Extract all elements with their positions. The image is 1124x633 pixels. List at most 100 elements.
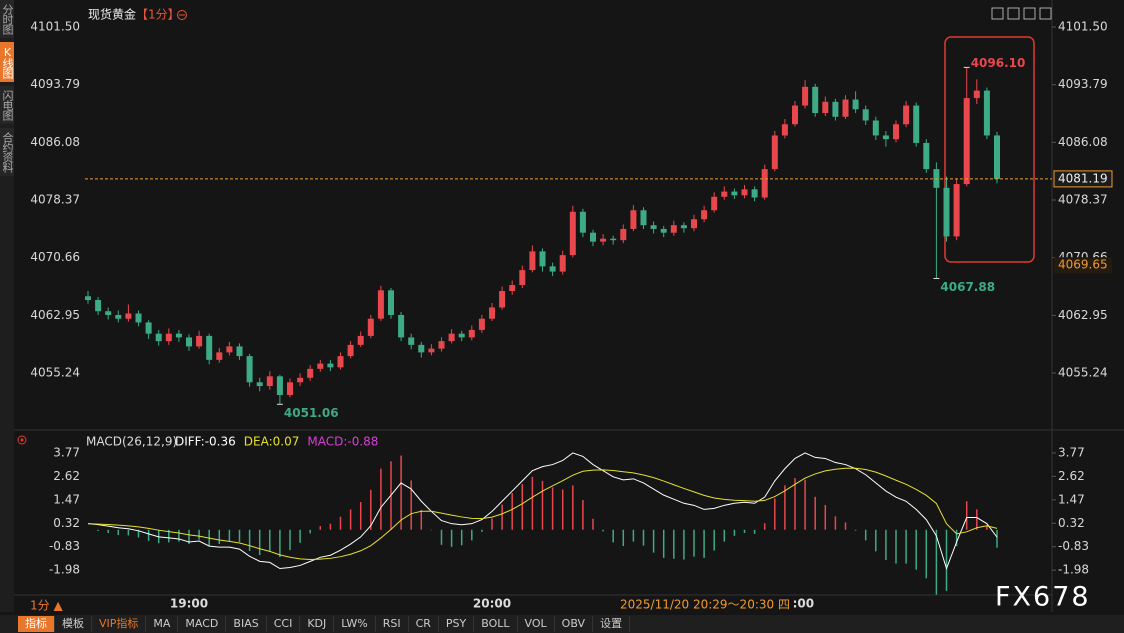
candle-body [842, 99, 849, 117]
legend-entry: DEA:0.07 [244, 435, 300, 449]
candle-body [862, 109, 869, 121]
candle-body [186, 337, 192, 347]
y-tick-label: -0.83 [1058, 539, 1089, 553]
sidebar-tab[interactable]: 分时图 [0, 0, 14, 38]
toolbar-item[interactable]: VOL [518, 616, 555, 632]
indicator-icon[interactable] [17, 435, 27, 445]
candle-body [266, 376, 273, 387]
toolbar-item[interactable]: MACD [178, 616, 227, 632]
y-tick-label: 3.77 [1058, 445, 1085, 459]
sidebar-tab[interactable]: K线图 [0, 42, 14, 82]
candle-body [792, 105, 798, 125]
toolbar-item[interactable]: 模板 [55, 616, 92, 632]
candle-body [95, 300, 102, 312]
candle-body [943, 187, 950, 237]
candle-body [670, 225, 677, 233]
toolbar-item[interactable]: 指标 [18, 616, 55, 632]
candle-body [721, 191, 728, 197]
candle-body [529, 251, 536, 271]
candle-body [953, 184, 960, 237]
candle-body [872, 120, 879, 136]
candle-body [468, 329, 475, 338]
candle-body [85, 296, 91, 301]
candle-body [559, 255, 566, 272]
candle-body [216, 352, 223, 360]
toolbar-item[interactable]: PSY [439, 616, 475, 632]
toolbar-item[interactable]: 设置 [593, 616, 631, 632]
candle-body [408, 337, 415, 345]
toolbar-item[interactable]: CCI [267, 616, 301, 632]
candle-body [549, 266, 556, 272]
candle-body [761, 169, 768, 198]
x-tick-label: 19:00 [170, 597, 208, 611]
toolbar-item[interactable]: RSI [376, 616, 409, 632]
collapse-icon[interactable] [177, 10, 187, 20]
candle-body [175, 333, 182, 338]
price-label-box [1054, 257, 1112, 274]
candle-body [206, 335, 213, 360]
annotation: 4067.88 [940, 280, 995, 294]
candle-body [337, 356, 344, 368]
toolbar-item[interactable]: BIAS [226, 616, 267, 632]
toolbar-item[interactable]: LW% [334, 616, 376, 632]
y-tick-label: 4055.24 [1058, 366, 1108, 380]
candle-body [590, 232, 596, 242]
toolbar-item[interactable]: MA [146, 616, 179, 632]
candle-body [489, 307, 495, 319]
toolbar-item[interactable]: BOLL [474, 616, 518, 632]
candle-body [236, 346, 243, 357]
y-tick-label: -0.83 [49, 539, 80, 553]
candle-body [650, 225, 657, 229]
candle-body [539, 251, 546, 267]
candle-body [388, 290, 394, 315]
toolbar: 指标 模板 VIP指标 MA MACD BIAS CCI KDJ LW% RSI CR PSY BOLL… [0, 615, 1124, 633]
indicator-title: MACD(26,12,9) [86, 435, 177, 449]
candle-body [165, 333, 172, 342]
y-tick-label: -1.98 [49, 563, 80, 577]
period-selector[interactable]: 1分 ▲ [30, 599, 63, 613]
candle-body [428, 348, 435, 353]
candle-body [852, 99, 859, 110]
candle-body [751, 189, 758, 198]
candle-body [155, 333, 162, 342]
candle-body [125, 313, 132, 319]
candle-body [276, 376, 283, 396]
candle-body [691, 219, 697, 229]
sidebar-tab[interactable]: 合约资料 [0, 128, 14, 176]
y-tick-label: 4062.95 [1058, 308, 1108, 322]
candle-body [307, 368, 314, 378]
macd-line [87, 452, 998, 571]
legend-entry: MACD:-0.88 [307, 435, 378, 449]
candle-body [438, 341, 445, 349]
candle-body [701, 210, 708, 220]
candle-body [347, 344, 354, 357]
candle-body [509, 285, 516, 292]
y-tick-label: 4093.79 [30, 77, 80, 91]
candle-body [367, 318, 374, 336]
candle-body [812, 86, 819, 114]
candle-body [105, 311, 112, 315]
candle-body [458, 333, 465, 338]
toolbar-item[interactable]: CR [409, 616, 439, 632]
window-icons [991, 7, 1052, 20]
y-tick-label: 3.77 [53, 445, 80, 459]
sidebar-tab[interactable]: 闪电图 [0, 86, 14, 124]
y-tick-label: 4101.50 [30, 19, 80, 33]
toolbar-item[interactable]: OBV [555, 616, 594, 632]
candle-body [357, 335, 364, 345]
candle-body [832, 101, 839, 117]
y-tick-label: 1.47 [53, 492, 80, 506]
toolbar-item[interactable]: KDJ [300, 616, 335, 632]
candle-body [983, 90, 990, 136]
candle-body [771, 135, 778, 170]
candle-body [882, 135, 889, 140]
candle-body [145, 322, 152, 334]
sidebar: 分时图 K线图闪电图合约资料 [0, 0, 14, 612]
candle-body [963, 98, 970, 185]
candle-body [579, 211, 586, 233]
y-tick-label: -1.98 [1058, 563, 1089, 577]
toolbar-item[interactable]: VIP指标 [92, 616, 147, 632]
candle-body [600, 238, 607, 242]
candle-body [660, 228, 667, 233]
